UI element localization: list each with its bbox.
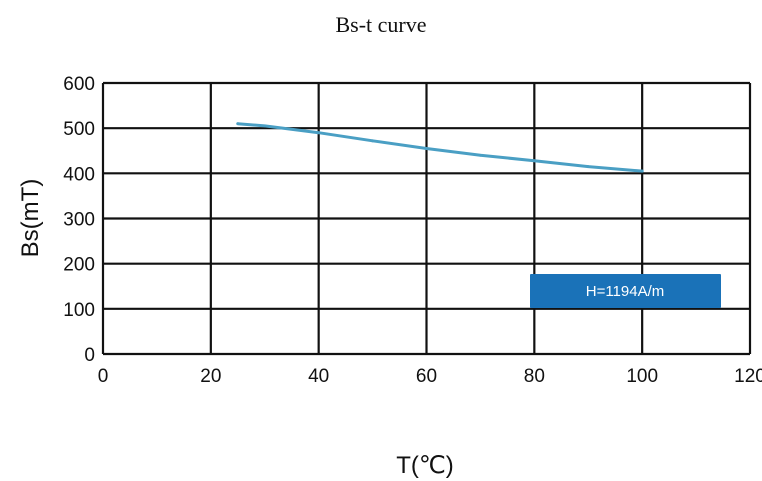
y-axis-label: Bs(mT) (17, 179, 44, 258)
y-tick-label: 0 (84, 345, 95, 366)
data-point (425, 147, 428, 150)
annotation-label: H=1194A/m (586, 283, 665, 300)
y-tick-label: 200 (63, 255, 95, 276)
tick-layer: 0 100 200 300 400 500 600 0 20 40 60 80 100 120 (63, 74, 762, 387)
x-tick-label: 60 (416, 366, 437, 387)
y-tick-label: 100 (63, 300, 95, 321)
x-tick-label: 0 (98, 366, 109, 387)
data-point (640, 169, 644, 173)
data-point (586, 165, 590, 168)
data-point (479, 153, 482, 157)
grid-layer (101, 81, 752, 356)
data-point (317, 131, 321, 135)
y-tick-label: 300 (63, 210, 95, 231)
data-point (371, 139, 374, 143)
y-tick-label: 400 (63, 164, 95, 185)
annotation-box: H=1194A/m (530, 274, 721, 308)
x-tick-label: 100 (626, 366, 658, 387)
x-tick-label: 80 (524, 366, 545, 387)
y-tick-label: 600 (63, 74, 95, 95)
data-point (236, 122, 240, 126)
series-line (236, 122, 644, 173)
x-axis-label: T(℃) (396, 452, 454, 479)
data-point (263, 124, 267, 128)
x-tick-label: 120 (734, 366, 762, 387)
x-tick-label: 20 (200, 366, 221, 387)
chart-title: Bs-t curve (335, 12, 427, 37)
data-point (532, 159, 536, 163)
y-tick-label: 500 (63, 119, 95, 140)
x-tick-label: 40 (308, 366, 329, 387)
series-layer (236, 122, 644, 173)
